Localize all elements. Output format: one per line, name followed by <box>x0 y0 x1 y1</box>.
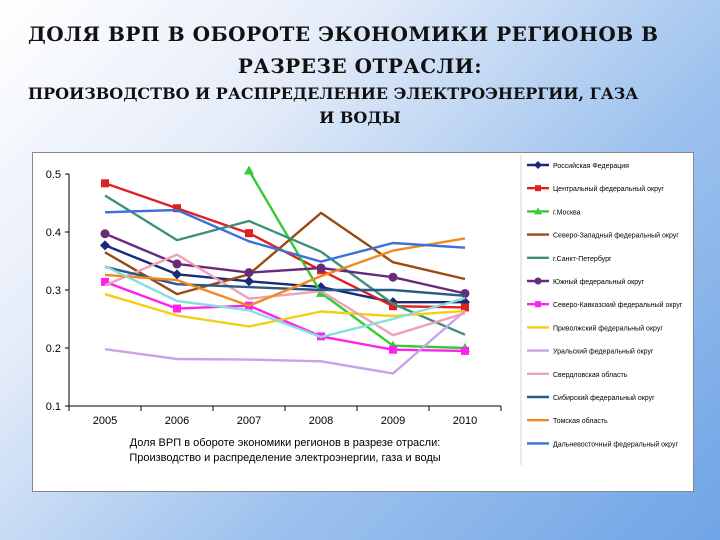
data-point <box>244 268 254 278</box>
series-line-2 <box>247 169 466 350</box>
chart-title-line-2: Производство и распределение электроэнер… <box>129 452 440 464</box>
y-tick-label: 0.2 <box>46 343 61 355</box>
legend-label: Дальневосточный федеральный округ <box>553 440 678 448</box>
page-title-line-1: ДОЛЯ ВРП В ОБОРОТЕ ЭКОНОМИКИ РЕГИОНОВ В <box>28 22 659 46</box>
data-point <box>101 179 109 188</box>
legend-label: Томская область <box>553 417 608 425</box>
data-point <box>389 345 397 354</box>
x-tick-label: 2009 <box>381 415 405 427</box>
y-tick-label: 0.5 <box>46 169 61 181</box>
page-subtitle-line-2: И ВОДЫ <box>319 108 401 127</box>
series-line-12 <box>104 208 466 263</box>
series-line-9 <box>104 253 466 337</box>
series-line-11 <box>104 237 466 307</box>
x-tick-label: 2008 <box>309 415 333 427</box>
legend-label: Свердловская область <box>553 371 628 379</box>
data-point <box>388 272 398 282</box>
legend-label: Южный федеральный округ <box>553 278 645 286</box>
legend-label: Российская Федерация <box>553 162 629 170</box>
chart-title-line-1: Доля ВРП в обороте экономики регионов в … <box>130 437 441 449</box>
legend-label: Северо-Западный федеральный округ <box>553 232 679 240</box>
data-point <box>389 302 397 311</box>
legend-label: г.Санкт-Петербург <box>553 255 612 263</box>
line-chart: 0.1 0.2 0.3 0.4 0.5 2005 2006 2007 2008 2009 2010 Д… <box>46 155 683 465</box>
legend-label: г.Москва <box>553 209 581 216</box>
data-point <box>244 276 254 287</box>
series-line-8 <box>104 309 466 375</box>
legend-label: Уральский федеральный округ <box>553 348 654 356</box>
data-point <box>316 263 326 273</box>
data-point <box>244 165 254 175</box>
data-point <box>172 259 182 269</box>
legend-marker <box>534 207 542 215</box>
x-tick-label: 2005 <box>93 415 117 427</box>
chart-panel: 0.1 0.2 0.3 0.4 0.5 2005 2006 2007 2008 2009 2010 Д… <box>32 152 694 492</box>
x-tick-label: 2006 <box>165 415 189 427</box>
series-line-10 <box>104 265 466 297</box>
legend-marker <box>535 301 541 308</box>
x-tick-label: 2007 <box>237 415 261 427</box>
page-subtitle-line-1: ПРОИЗВОДСТВО И РАСПРЕДЕЛЕНИЕ ЭЛЕКТРОЭНЕР… <box>28 84 639 103</box>
legend-marker <box>534 161 542 169</box>
y-tick-label: 0.1 <box>46 401 61 413</box>
y-tick-label: 0.4 <box>46 227 61 239</box>
series-line-4 <box>104 194 466 336</box>
data-point <box>173 204 181 213</box>
series-line-3 <box>104 211 466 296</box>
legend-label: Центральный федеральный округ <box>553 185 664 193</box>
legend-marker <box>535 185 541 192</box>
legend-label: Приволжский федеральный округ <box>553 324 663 332</box>
data-point <box>172 269 182 280</box>
data-point <box>461 346 469 355</box>
legend-label: Сибирский федеральный округ <box>553 394 655 402</box>
data-point <box>245 229 253 238</box>
series-line-13 <box>104 265 466 339</box>
data-point <box>173 304 181 313</box>
x-tick-label: 2010 <box>453 415 477 427</box>
data-point <box>461 303 469 312</box>
series-line-0 <box>104 244 465 304</box>
page-title-line-2: РАЗРЕЗЕ ОТРАСЛИ: <box>237 54 483 78</box>
legend-marker <box>534 277 542 285</box>
y-tick-label: 0.3 <box>46 285 61 297</box>
data-point <box>101 277 109 286</box>
data-point <box>100 229 110 239</box>
data-point <box>100 240 110 251</box>
series-line-6 <box>104 280 466 353</box>
legend-label: Северо-Кавказский федеральный округ <box>553 301 683 309</box>
